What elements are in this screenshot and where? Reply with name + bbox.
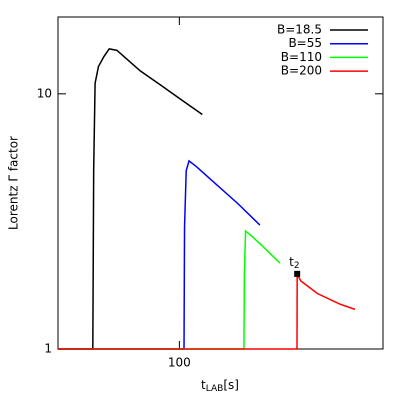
legend-label: B=200 [281,64,322,78]
legend-label: B=110 [281,50,322,64]
y-tick-label: 10 [37,86,52,100]
plot-frame [57,16,384,350]
legend-label: B=18.5 [277,23,322,37]
y-axis-label: Lorentz Γ factor [7,136,21,230]
x-label-unit: [s] [223,378,239,392]
annotation-label: t2 [289,254,299,270]
x-label-sub: LAB [206,384,224,394]
x-tick-label: 100 [168,356,191,370]
series-line [58,48,203,350]
y-tick-label: 1 [44,342,52,356]
annotation-marker [294,270,301,277]
series-line [58,229,281,350]
series-line [58,159,261,350]
x-label-main: t [201,378,206,392]
annotation-text: t [289,254,294,268]
legend-label: B=55 [288,36,322,50]
x-axis-label: tLAB[s] [201,378,239,394]
annotation-sub: 2 [294,260,300,270]
series-line [58,273,356,350]
